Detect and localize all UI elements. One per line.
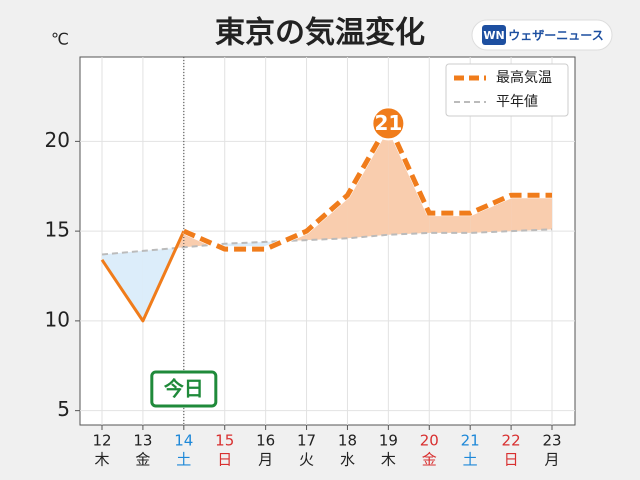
x-tick-label: 17 bbox=[297, 432, 316, 450]
annotation: 今日 bbox=[164, 377, 204, 401]
difference-area bbox=[511, 195, 552, 232]
x-weekday-label: 日 bbox=[504, 451, 519, 469]
difference-area bbox=[429, 213, 471, 233]
logo: WN ウェザーニュース bbox=[471, 19, 613, 51]
x-tick-label: 23 bbox=[542, 432, 561, 450]
x-weekday-label: 月 bbox=[258, 451, 273, 469]
annotation-box bbox=[150, 370, 218, 408]
value-label: 21 bbox=[374, 111, 402, 135]
x-tick-label: 19 bbox=[379, 432, 398, 450]
max-line-observed bbox=[100, 230, 186, 323]
x-tick-label: 20 bbox=[420, 432, 439, 450]
x-weekday-label: 金 bbox=[422, 451, 437, 469]
chart-title: 東京の気温変化 bbox=[215, 16, 425, 51]
y-tick-label: 20 bbox=[45, 128, 70, 152]
logo-box bbox=[471, 19, 613, 51]
legend-label: 最高気温 bbox=[496, 69, 552, 86]
y-unit: ℃ bbox=[51, 30, 69, 49]
x-tick-label: 21 bbox=[461, 432, 480, 450]
logo-text: ウェザーニュース bbox=[508, 29, 603, 43]
x-weekday-label: 木 bbox=[94, 451, 109, 469]
x-weekday-label: 土 bbox=[463, 451, 478, 469]
x-weekday-label: 月 bbox=[544, 451, 559, 469]
x-weekday-label: 木 bbox=[381, 451, 396, 469]
x-tick-label: 18 bbox=[338, 432, 357, 450]
logo-mark-box bbox=[482, 25, 506, 45]
plot-area bbox=[79, 56, 576, 426]
y-tick-label: 5 bbox=[57, 397, 70, 421]
x-weekday-label: 土 bbox=[176, 451, 191, 469]
value-label-badge bbox=[371, 106, 406, 141]
x-weekday-label: 水 bbox=[340, 451, 355, 469]
x-weekday-label: 日 bbox=[217, 451, 232, 469]
difference-area bbox=[470, 195, 512, 233]
x-weekday-label: 金 bbox=[135, 451, 150, 469]
x-tick-label: 12 bbox=[92, 432, 111, 450]
x-weekday-label: 火 bbox=[299, 451, 314, 469]
x-tick-label: 16 bbox=[256, 432, 275, 450]
legend-label: 平年値 bbox=[496, 94, 538, 110]
x-tick-label: 22 bbox=[502, 432, 521, 450]
logo-mark: WN bbox=[483, 29, 504, 42]
x-tick-label: 15 bbox=[215, 432, 234, 450]
y-tick-label: 15 bbox=[45, 218, 70, 242]
max-line-forecast bbox=[182, 117, 552, 252]
difference-area bbox=[347, 123, 389, 239]
x-tick-label: 13 bbox=[133, 432, 152, 450]
x-tick-label: 14 bbox=[174, 432, 193, 450]
y-tick-label: 10 bbox=[45, 307, 70, 331]
